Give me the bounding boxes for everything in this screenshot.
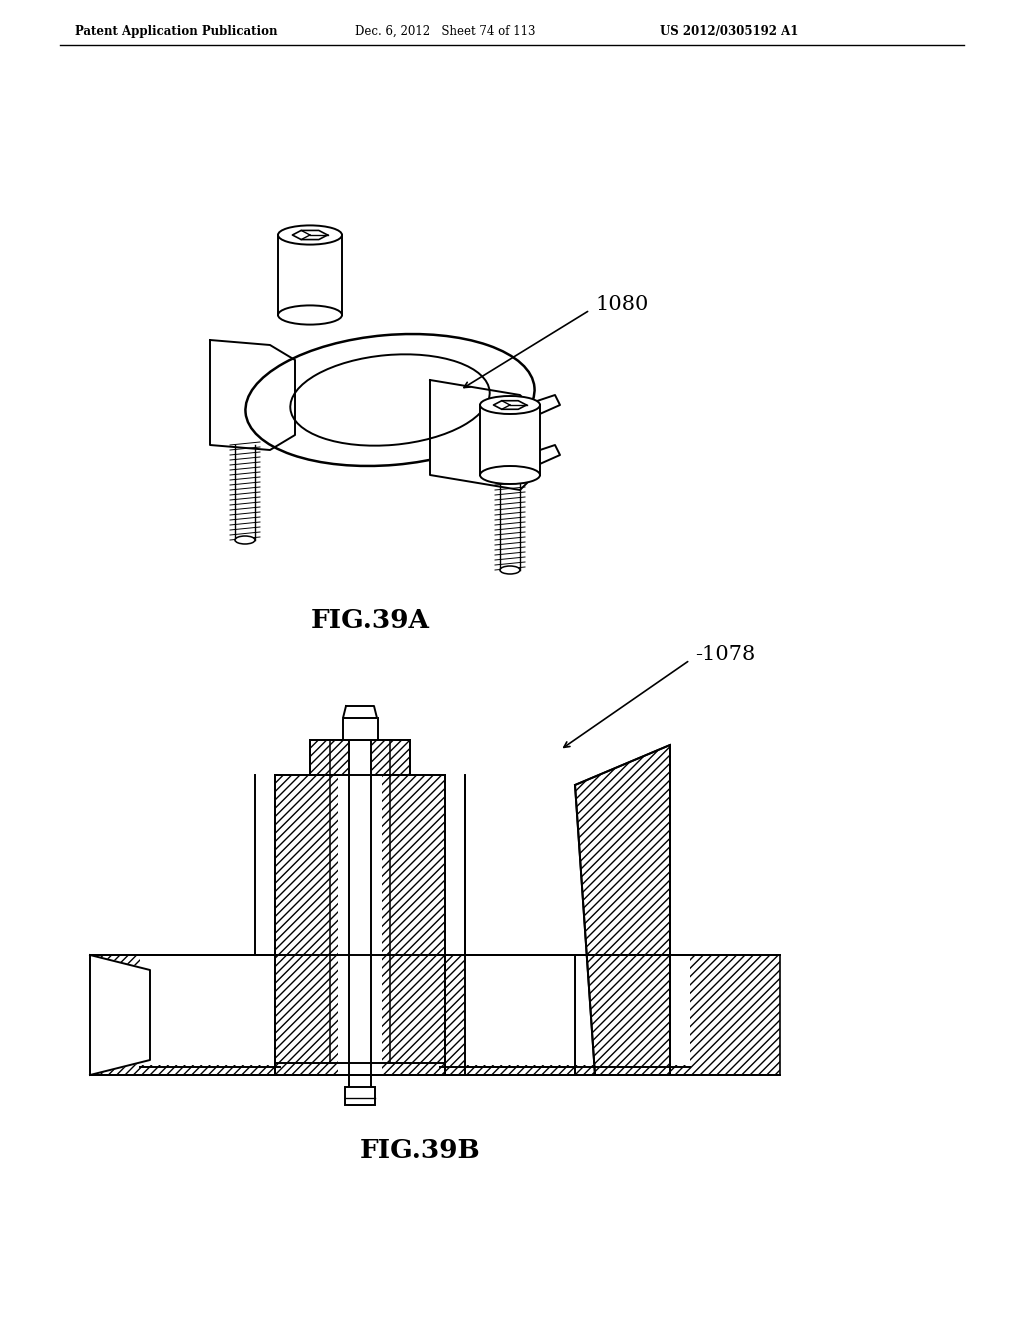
Text: Patent Application Publication: Patent Application Publication bbox=[75, 25, 278, 38]
Ellipse shape bbox=[500, 566, 520, 574]
Bar bbox=[278, 235, 342, 315]
Polygon shape bbox=[575, 744, 670, 1074]
Ellipse shape bbox=[290, 354, 489, 446]
Ellipse shape bbox=[278, 305, 342, 325]
Bar bbox=[338, 725, 382, 1074]
Bar bbox=[90, 954, 780, 1074]
Ellipse shape bbox=[278, 226, 342, 244]
Bar bbox=[440, 954, 690, 1065]
Bar bbox=[310, 741, 410, 775]
Text: FIG.39A: FIG.39A bbox=[310, 607, 429, 632]
Ellipse shape bbox=[246, 334, 535, 466]
Text: FIG.39B: FIG.39B bbox=[359, 1138, 480, 1163]
Bar bbox=[480, 405, 540, 475]
Text: Dec. 6, 2012   Sheet 74 of 113: Dec. 6, 2012 Sheet 74 of 113 bbox=[355, 25, 536, 38]
Bar bbox=[343, 718, 378, 741]
Text: US 2012/0305192 A1: US 2012/0305192 A1 bbox=[660, 25, 799, 38]
Ellipse shape bbox=[480, 466, 540, 484]
Bar bbox=[465, 954, 575, 1065]
Polygon shape bbox=[210, 341, 295, 450]
Text: 1080: 1080 bbox=[595, 296, 648, 314]
Bar bbox=[445, 954, 575, 1074]
Polygon shape bbox=[510, 445, 560, 475]
Polygon shape bbox=[90, 954, 150, 1074]
Bar bbox=[275, 775, 445, 1074]
Bar bbox=[349, 741, 371, 1105]
Polygon shape bbox=[343, 706, 377, 718]
Text: -1078: -1078 bbox=[695, 645, 756, 664]
Polygon shape bbox=[575, 744, 670, 1074]
Bar bbox=[140, 954, 280, 1065]
Ellipse shape bbox=[234, 536, 255, 544]
Ellipse shape bbox=[480, 396, 540, 414]
Polygon shape bbox=[430, 380, 535, 490]
Polygon shape bbox=[510, 395, 560, 425]
Bar bbox=[345, 1086, 375, 1105]
